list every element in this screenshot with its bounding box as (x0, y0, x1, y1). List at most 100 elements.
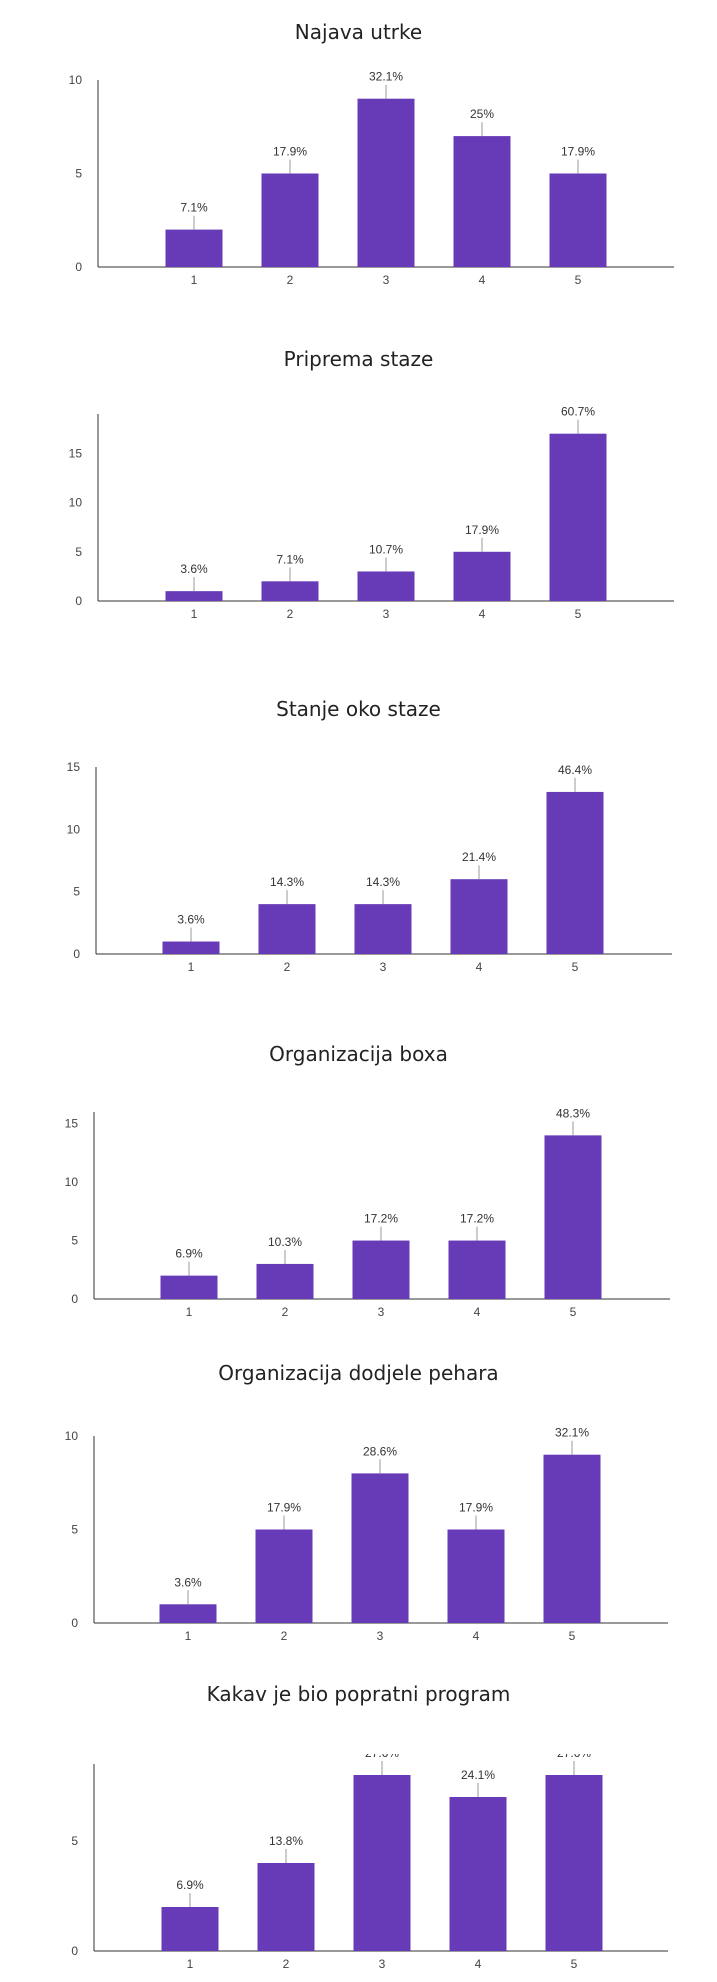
x-tick-label: 5 (575, 273, 582, 285)
y-tick-label: 0 (75, 594, 82, 608)
data-label: 17.9% (561, 145, 595, 159)
bar (449, 1797, 507, 1951)
bar-chart: 0 5 10 15 3.6% 1 14.3% 2 14.3% 3 21.4% 4 46.4% 5 (67, 760, 672, 972)
bar (453, 136, 511, 267)
y-tick-label: 5 (71, 1523, 78, 1537)
x-tick-label: 1 (186, 1305, 193, 1317)
bar (354, 904, 412, 954)
bar (357, 98, 415, 267)
bar (352, 1240, 410, 1299)
data-label: 3.6% (174, 1575, 202, 1589)
data-label: 17.9% (267, 1501, 301, 1515)
data-label: 14.3% (270, 875, 304, 889)
bar-chart: 0 5 10 3.6% 1 17.9% 2 28.6% 3 17.9% 4 32.1% 5 (65, 1426, 668, 1641)
chart-title: Organizacija dodjele pehara (218, 1361, 499, 1385)
x-tick-label: 5 (572, 960, 579, 972)
bar-chart: 0 5 6.9% 1 13.8% 2 27.6% 3 24.1% 4 27.6% 5 (71, 1754, 668, 1969)
y-tick-label: 0 (75, 260, 82, 274)
bar (165, 591, 223, 601)
bar (357, 571, 415, 601)
bar-chart: 0 5 10 7.1% 1 17.9% 2 32.1% 3 25% 4 17.9% 5 (69, 70, 674, 285)
data-label: 7.1% (180, 201, 208, 215)
y-tick-label: 5 (73, 885, 80, 899)
y-tick-label: 10 (69, 496, 83, 510)
data-label: 48.3% (556, 1106, 590, 1120)
bar-chart: 0 5 10 15 6.9% 1 10.3% 2 17.2% 3 17.2% 4 48.3% 5 (65, 1106, 670, 1317)
x-tick-label: 4 (476, 960, 483, 972)
x-tick-label: 5 (570, 1305, 577, 1317)
bar (261, 581, 319, 601)
bar (160, 1275, 218, 1299)
x-tick-label: 1 (187, 1957, 194, 1969)
x-tick-label: 4 (474, 1305, 481, 1317)
x-tick-label: 2 (287, 607, 294, 619)
x-tick-label: 4 (473, 1629, 480, 1641)
x-tick-label: 1 (185, 1629, 192, 1641)
y-tick-label: 10 (65, 1175, 79, 1189)
chart-title: Priprema staze (283, 347, 434, 371)
data-label: 46.4% (558, 763, 592, 777)
chart-title: Organizacija boxa (269, 1042, 448, 1066)
x-tick-label: 5 (575, 607, 582, 619)
data-label: 17.2% (460, 1212, 494, 1226)
data-label: 27.6% (557, 1754, 591, 1760)
bar (545, 1775, 603, 1951)
data-label: 6.9% (176, 1878, 204, 1892)
data-label: 17.9% (273, 145, 307, 159)
x-tick-label: 3 (383, 607, 390, 619)
y-tick-label: 5 (71, 1834, 78, 1848)
bar (447, 1529, 505, 1623)
data-label: 10.3% (268, 1235, 302, 1249)
chart-title: Stanje oko staze (276, 697, 441, 721)
data-label: 3.6% (177, 913, 205, 927)
y-tick-label: 0 (71, 1616, 78, 1630)
bar (549, 433, 607, 601)
y-tick-label: 0 (73, 947, 80, 961)
x-tick-label: 3 (377, 1629, 384, 1641)
bar (159, 1604, 217, 1623)
y-tick-label: 5 (75, 545, 82, 559)
data-label: 24.1% (461, 1768, 495, 1782)
bar (162, 941, 220, 954)
bar (448, 1240, 506, 1299)
x-tick-label: 3 (378, 1305, 385, 1317)
y-tick-label: 0 (71, 1292, 78, 1306)
data-label: 32.1% (369, 70, 403, 84)
bar-chart: 0 5 10 15 3.6% 1 7.1% 2 10.7% 3 17.9% 4 60.7% 5 (69, 405, 674, 619)
bar (256, 1263, 314, 1299)
x-tick-label: 1 (188, 960, 195, 972)
data-label: 17.9% (465, 523, 499, 537)
y-tick-label: 10 (67, 822, 81, 836)
x-tick-label: 3 (380, 960, 387, 972)
bar (161, 1907, 219, 1951)
x-tick-label: 1 (191, 607, 198, 619)
data-label: 14.3% (366, 875, 400, 889)
y-tick-label: 0 (71, 1944, 78, 1958)
x-tick-label: 2 (284, 960, 291, 972)
x-tick-label: 3 (383, 273, 390, 285)
data-label: 6.9% (175, 1247, 203, 1261)
data-label: 3.6% (180, 562, 208, 576)
data-label: 13.8% (269, 1834, 303, 1848)
bar (544, 1135, 602, 1299)
bar (258, 904, 316, 954)
data-label: 27.6% (365, 1754, 399, 1760)
bar (450, 879, 508, 954)
data-label: 32.1% (555, 1426, 589, 1440)
data-label: 17.2% (364, 1212, 398, 1226)
data-label: 21.4% (462, 850, 496, 864)
data-label: 10.7% (369, 542, 403, 556)
chart-title: Kakav je bio popratni program (206, 1682, 511, 1706)
data-label: 17.9% (459, 1501, 493, 1515)
y-tick-label: 15 (67, 760, 81, 774)
data-label: 7.1% (276, 552, 304, 566)
bar (165, 229, 223, 267)
data-label: 28.6% (363, 1444, 397, 1458)
bar (549, 173, 607, 267)
bar (257, 1863, 315, 1951)
y-tick-label: 10 (65, 1429, 79, 1443)
data-label: 25% (470, 107, 494, 121)
bar (261, 173, 319, 267)
y-tick-label: 5 (71, 1234, 78, 1248)
y-tick-label: 10 (69, 73, 83, 87)
